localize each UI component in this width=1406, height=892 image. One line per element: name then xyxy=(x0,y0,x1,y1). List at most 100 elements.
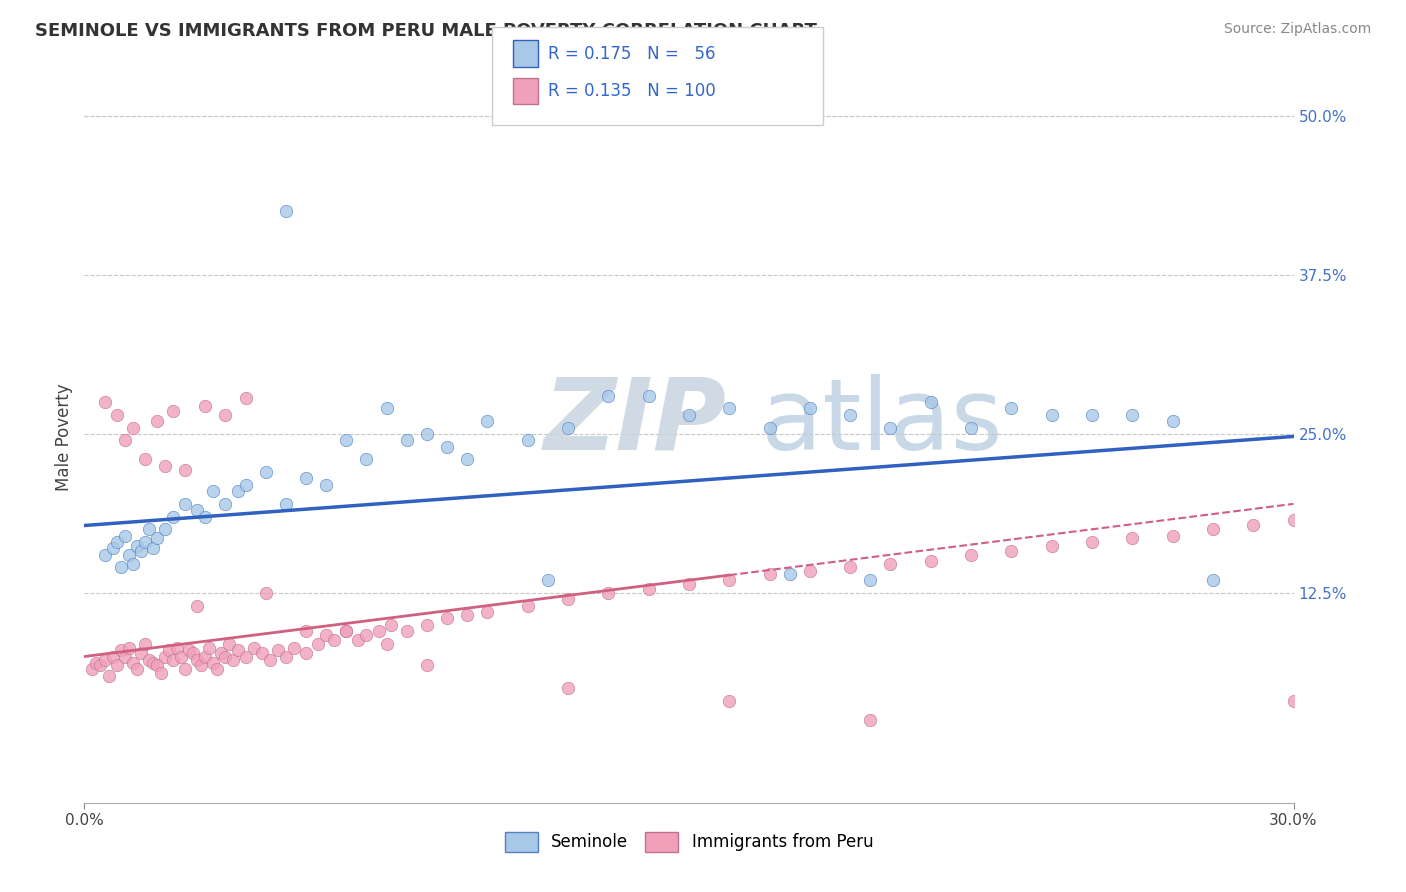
Point xyxy=(678,408,700,422)
Point xyxy=(235,649,257,664)
Point xyxy=(254,465,277,479)
Point xyxy=(267,643,290,657)
Point xyxy=(170,649,193,664)
Point xyxy=(920,395,942,409)
Point xyxy=(1040,408,1063,422)
Point xyxy=(138,653,160,667)
Point xyxy=(121,656,143,670)
Point xyxy=(110,560,132,574)
Point xyxy=(375,401,398,416)
Point xyxy=(1282,513,1305,527)
Point xyxy=(718,694,741,708)
Y-axis label: Male Poverty: Male Poverty xyxy=(55,384,73,491)
Point xyxy=(97,668,120,682)
Point xyxy=(416,617,439,632)
Point xyxy=(436,611,458,625)
Point xyxy=(1121,531,1143,545)
Point xyxy=(179,643,201,657)
Point xyxy=(274,649,297,664)
Point xyxy=(125,539,148,553)
Point xyxy=(93,653,115,667)
Point xyxy=(758,420,780,434)
Point xyxy=(1000,401,1022,416)
Point xyxy=(190,658,212,673)
Point xyxy=(335,624,357,638)
Point xyxy=(315,628,337,642)
Point xyxy=(1161,529,1184,543)
Point xyxy=(146,658,169,673)
Point xyxy=(1000,544,1022,558)
Point xyxy=(138,522,160,536)
Point xyxy=(153,458,176,473)
Point xyxy=(110,643,132,657)
Text: ZIP: ZIP xyxy=(544,374,727,471)
Point xyxy=(799,564,821,578)
Point xyxy=(557,681,579,696)
Point xyxy=(162,509,184,524)
Point xyxy=(235,392,257,406)
Point xyxy=(162,653,184,667)
Point xyxy=(879,557,901,571)
Point xyxy=(347,632,370,647)
Text: R = 0.135   N = 100: R = 0.135 N = 100 xyxy=(548,82,716,100)
Point xyxy=(121,420,143,434)
Point xyxy=(129,646,152,660)
Point xyxy=(678,577,700,591)
Point xyxy=(1081,408,1104,422)
Point xyxy=(1121,408,1143,422)
Point xyxy=(125,662,148,676)
Text: R = 0.175   N =   56: R = 0.175 N = 56 xyxy=(548,45,716,62)
Point xyxy=(879,420,901,434)
Point xyxy=(283,640,305,655)
Point xyxy=(295,624,318,638)
Point xyxy=(380,617,402,632)
Point xyxy=(142,541,165,556)
Point xyxy=(274,497,297,511)
Point xyxy=(516,599,538,613)
Point xyxy=(254,586,277,600)
Point xyxy=(416,426,439,441)
Point xyxy=(194,399,217,413)
Point xyxy=(226,484,249,499)
Point xyxy=(557,420,579,434)
Text: SEMINOLE VS IMMIGRANTS FROM PERU MALE POVERTY CORRELATION CHART: SEMINOLE VS IMMIGRANTS FROM PERU MALE PO… xyxy=(35,22,817,40)
Point xyxy=(637,389,659,403)
Point xyxy=(194,509,217,524)
Point xyxy=(367,624,389,638)
Point xyxy=(250,646,273,660)
Point xyxy=(1161,414,1184,428)
Point xyxy=(153,649,176,664)
Point xyxy=(86,656,108,670)
Point xyxy=(105,408,128,422)
Point xyxy=(186,503,208,517)
Point xyxy=(101,649,124,664)
Point xyxy=(202,656,225,670)
Point xyxy=(134,535,156,549)
Point xyxy=(118,548,141,562)
Point xyxy=(637,582,659,596)
Point xyxy=(323,632,346,647)
Point xyxy=(920,554,942,568)
Point xyxy=(146,414,169,428)
Point xyxy=(779,566,801,581)
Point xyxy=(121,557,143,571)
Point xyxy=(174,662,197,676)
Point xyxy=(356,452,378,467)
Point xyxy=(416,658,439,673)
Point xyxy=(557,592,579,607)
Point xyxy=(174,497,197,511)
Point xyxy=(209,646,232,660)
Point xyxy=(395,434,418,448)
Point xyxy=(295,646,318,660)
Point xyxy=(93,548,115,562)
Point xyxy=(537,573,560,587)
Point xyxy=(149,666,172,681)
Point xyxy=(214,497,236,511)
Point xyxy=(153,522,176,536)
Point xyxy=(114,434,136,448)
Point xyxy=(436,440,458,454)
Point xyxy=(1282,694,1305,708)
Point xyxy=(516,434,538,448)
Text: atlas: atlas xyxy=(762,374,1002,471)
Point xyxy=(146,531,169,545)
